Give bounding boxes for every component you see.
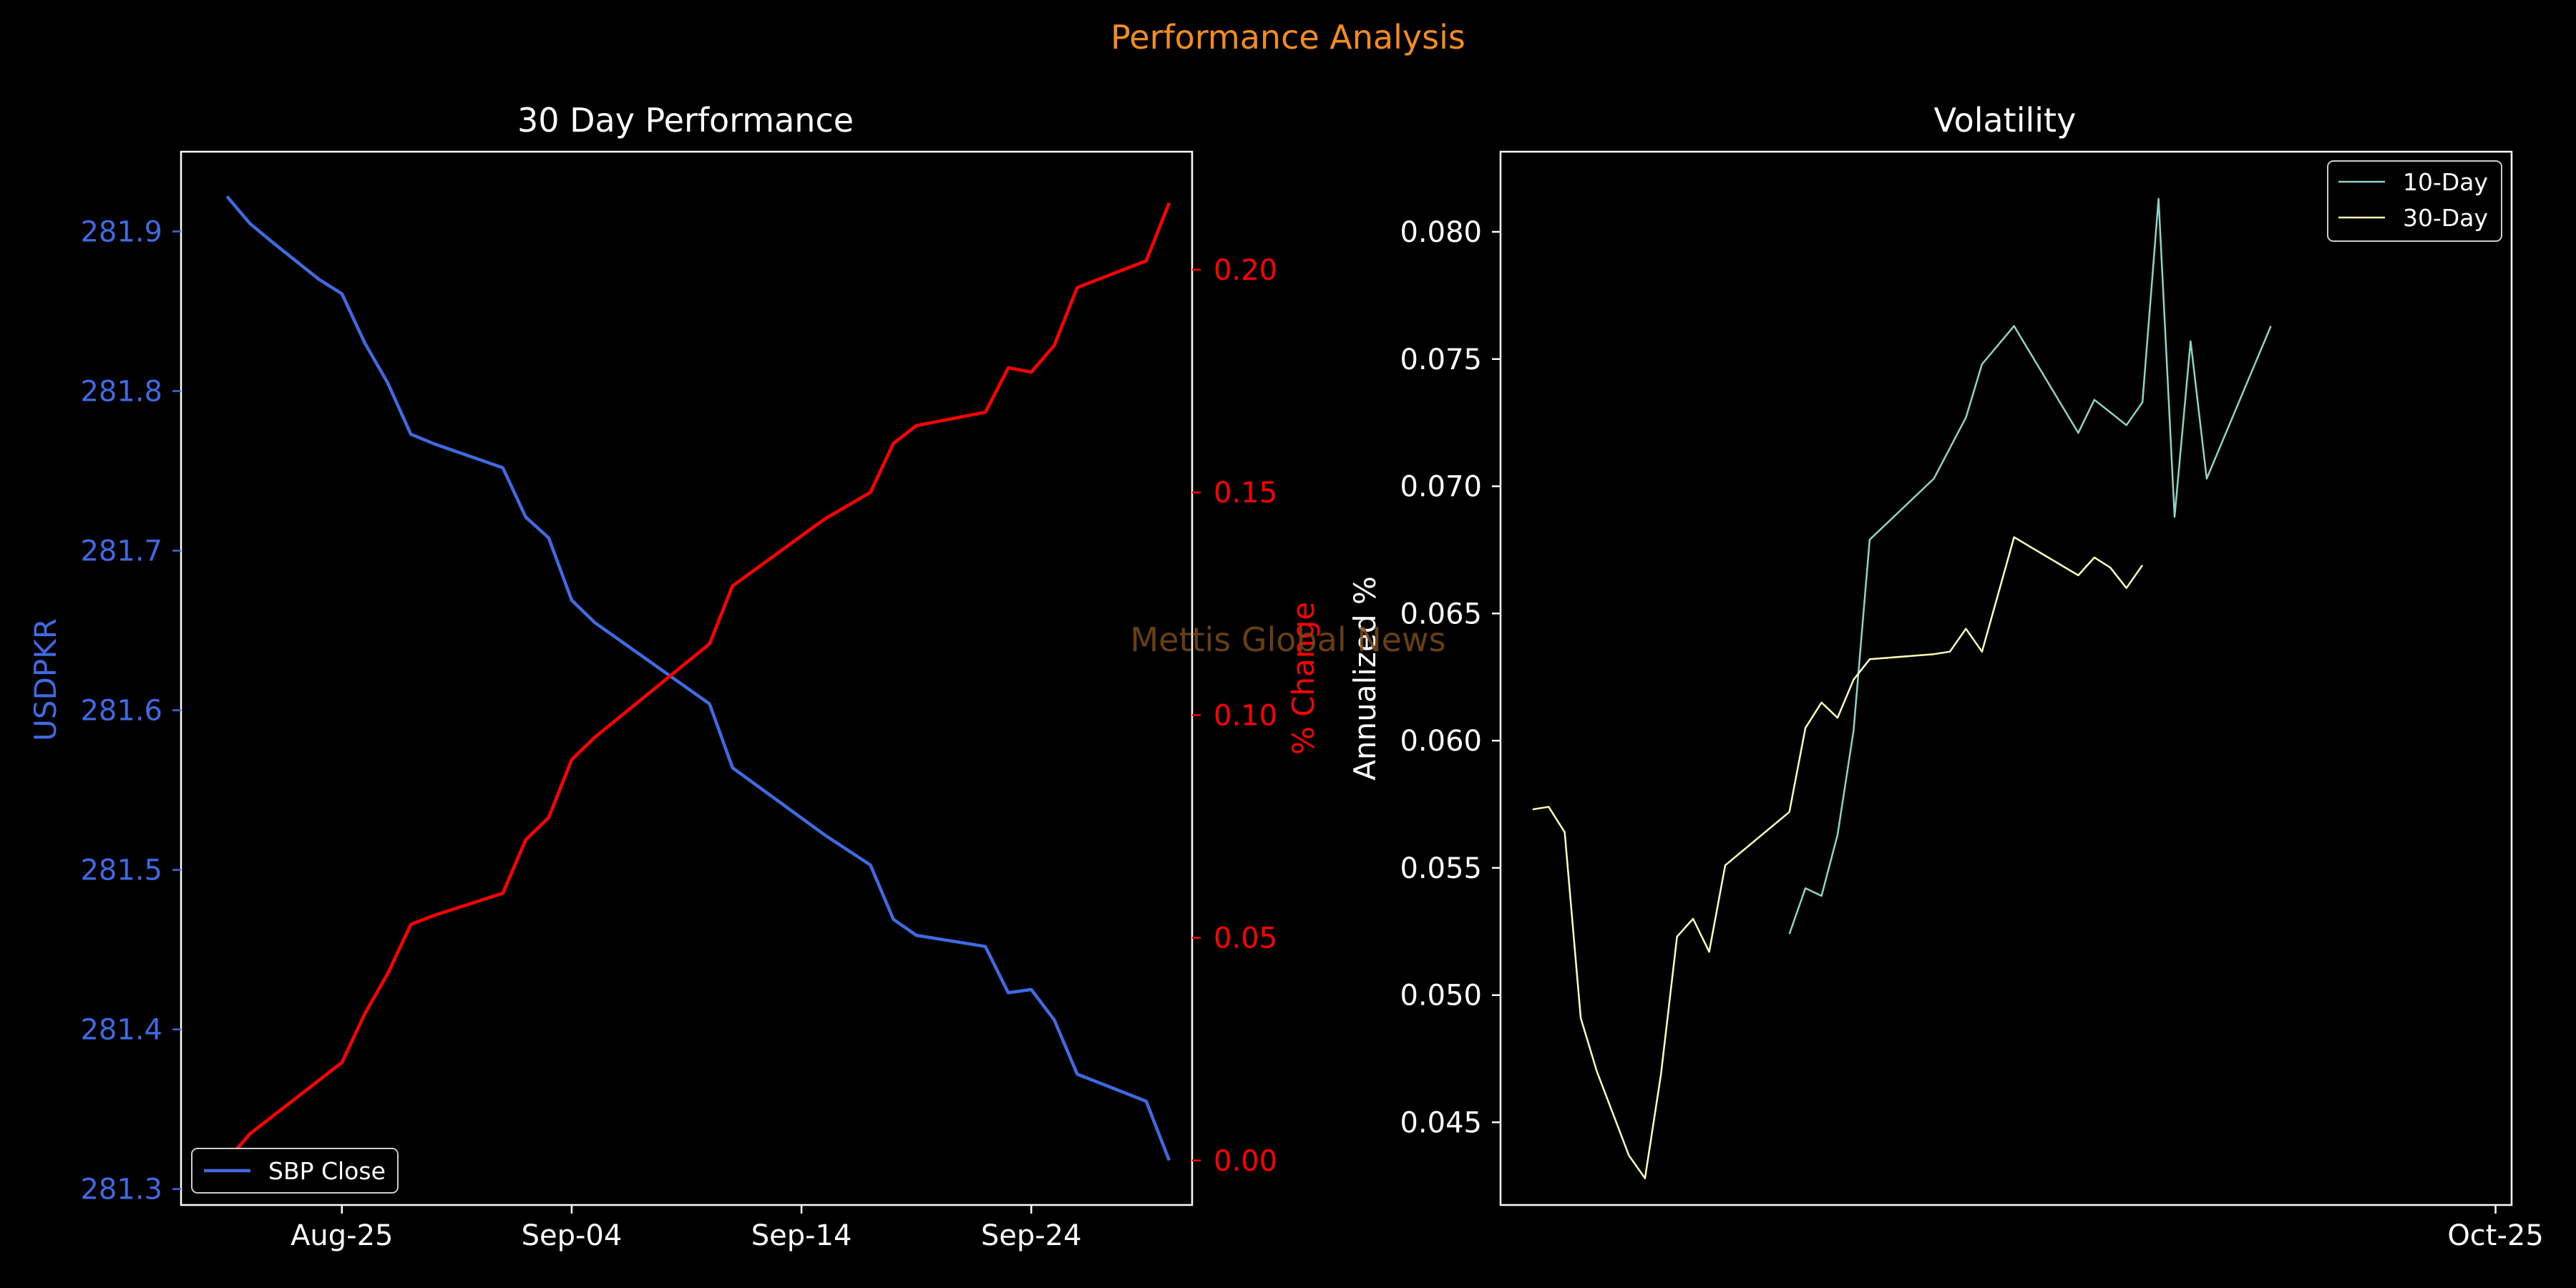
x-tick-label: Sep-04	[522, 1219, 623, 1252]
volatility-x-axis: Oct-25	[2447, 1205, 2544, 1252]
vol-y-tick-label: 0.070	[1400, 471, 1482, 504]
vol-10-day-line	[1788, 197, 2272, 935]
pct-change-tick-label: 0.05	[1214, 922, 1277, 955]
usdpkr-tick-label: 281.7	[80, 535, 162, 568]
figure-title: Performance Analysis	[1111, 18, 1465, 57]
sbp-close-line	[225, 195, 1171, 1161]
usdpkr-tick-label: 281.6	[80, 695, 162, 728]
vol-y-tick-label: 0.045	[1400, 1106, 1482, 1139]
usdpkr-tick-label: 281.8	[80, 376, 162, 409]
volatility-y-axis: 0.045 0.050 0.055 0.060 0.065 0.070 0.075 0.080	[1400, 216, 1501, 1139]
vol-y-tick-label: 0.065	[1400, 597, 1482, 630]
pct-change-tick-label: 0.00	[1214, 1145, 1277, 1178]
usdpkr-axis-label: USDPKR	[28, 618, 63, 741]
vol-y-tick-label: 0.080	[1400, 216, 1482, 249]
vol-10-day-legend-label: 10-Day	[2403, 168, 2488, 196]
pct-change-tick-label: 0.20	[1214, 254, 1277, 287]
usdpkr-axis: 281.3 281.4 281.5 281.6 281.7 281.8 281.9	[80, 216, 181, 1206]
volatility-axis-label: Annualized %	[1347, 576, 1382, 780]
usdpkr-tick-label: 281.3	[80, 1174, 162, 1206]
pct-change-tick-label: 0.15	[1214, 477, 1277, 509]
performance-chart-title: 30 Day Performance	[517, 101, 854, 140]
performance-x-axis: Aug-25 Sep-04 Sep-14 Sep-24	[291, 1205, 1082, 1252]
usdpkr-tick-label: 281.5	[80, 854, 162, 887]
vol-y-tick-label: 0.060	[1400, 725, 1482, 758]
sbp-close-legend-label: SBP Close	[268, 1157, 386, 1185]
vol-30-day-legend-label: 30-Day	[2403, 204, 2488, 232]
vol-x-tick-label: Oct-25	[2447, 1219, 2544, 1252]
vol-y-tick-label: 0.055	[1400, 852, 1482, 885]
volatility-plot-frame	[1499, 150, 2513, 1206]
performance-series	[225, 195, 1171, 1162]
volatility-series	[1532, 197, 2272, 1179]
performance-plot-frame	[180, 150, 1194, 1206]
pct-change-axis-label: % Change	[1286, 602, 1321, 755]
pct-change-tick-label: 0.10	[1214, 699, 1277, 732]
x-tick-label: Sep-14	[751, 1219, 852, 1252]
watermark: Mettis Global News	[1130, 620, 1445, 659]
pct-change-line	[225, 202, 1171, 1162]
performance-legend-box	[191, 1148, 399, 1194]
performance-chart: 30 Day Performance Aug-25 Sep-04 Sep-14 Sep…	[28, 101, 1321, 1252]
vol-y-tick-label: 0.075	[1400, 343, 1482, 376]
performance-legend: SBP Close	[191, 1148, 399, 1194]
usdpkr-tick-label: 281.9	[80, 216, 162, 249]
x-tick-label: Sep-24	[981, 1219, 1082, 1252]
vol-30-day-line	[1532, 536, 2144, 1179]
x-tick-label: Aug-25	[291, 1219, 393, 1252]
pct-change-axis: 0.00 0.05 0.10 0.15 0.20	[1192, 254, 1277, 1178]
volatility-legend: 10-Day 30-Day	[2327, 160, 2502, 242]
usdpkr-tick-label: 281.4	[80, 1014, 162, 1047]
volatility-chart-title: Volatility	[1934, 101, 2077, 140]
vol-y-tick-label: 0.050	[1400, 980, 1482, 1013]
volatility-chart: Volatility Oct-25 0.0450.0500.0550.0600.…	[1347, 101, 2544, 1252]
